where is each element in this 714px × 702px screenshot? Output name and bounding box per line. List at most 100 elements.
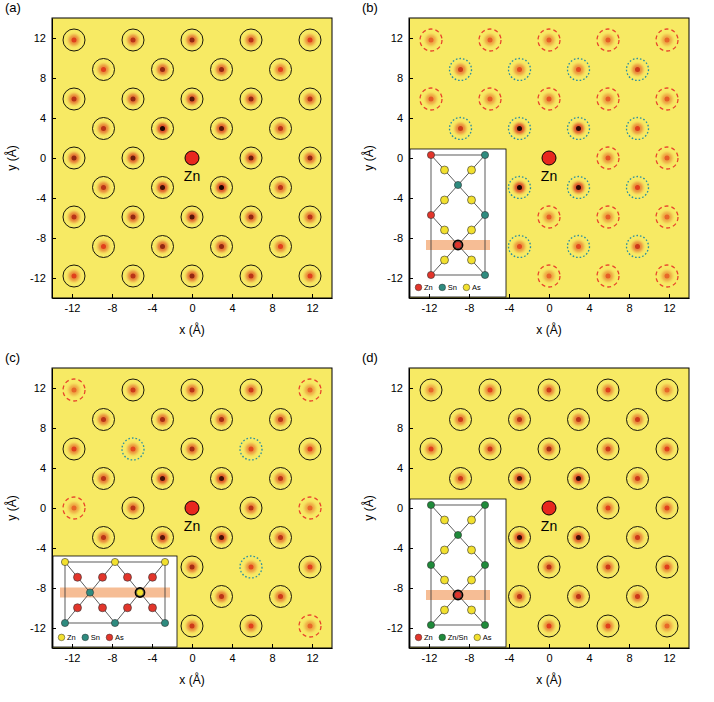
spot-core <box>308 97 313 102</box>
inset: ZnZn/SnAs <box>410 499 506 647</box>
spot-core <box>635 126 640 131</box>
spot-halo <box>128 153 139 164</box>
panel-letter: (b) <box>362 0 378 15</box>
spot-core <box>458 126 463 131</box>
site-circle <box>63 497 85 519</box>
spot-halo <box>632 123 643 134</box>
spot-core <box>547 624 552 629</box>
tick-mark <box>409 158 413 159</box>
spot-core <box>101 126 106 131</box>
absorber-ring <box>453 590 462 599</box>
spot-core <box>101 185 106 190</box>
spot-halo <box>514 591 525 602</box>
site-circle <box>450 468 472 490</box>
tick-mark <box>409 468 413 469</box>
site-circle <box>597 379 619 401</box>
tick: -8 <box>108 644 118 664</box>
spot-halo <box>275 591 286 602</box>
site-circle <box>627 118 649 140</box>
tick-label: -12 <box>30 272 46 284</box>
tick: 4 <box>229 644 235 664</box>
tick: -4 <box>505 294 515 314</box>
site-circle <box>597 615 619 637</box>
unit-cell <box>431 155 485 275</box>
site-circle <box>122 147 144 169</box>
site-circle <box>568 409 590 431</box>
legend-swatch <box>474 634 481 641</box>
tick-mark <box>589 294 590 298</box>
site-circle <box>568 177 590 199</box>
site-circle <box>509 586 531 608</box>
tick: 4 <box>40 462 56 474</box>
site-circle <box>63 438 85 460</box>
site-circle <box>479 29 501 51</box>
tick-label: 4 <box>40 112 46 124</box>
spot-core <box>249 38 254 43</box>
site-circle <box>93 527 115 549</box>
site-circle <box>152 527 174 549</box>
tick-label: -8 <box>36 232 46 244</box>
plot-background <box>52 368 332 648</box>
legend-label: Zn <box>424 633 433 642</box>
spot-halo <box>662 212 673 223</box>
spot-core <box>458 417 463 422</box>
tick-label: 0 <box>189 652 195 664</box>
site-circle <box>93 59 115 81</box>
tick: 0 <box>397 502 413 514</box>
spot-halo <box>603 503 614 514</box>
spot-halo <box>662 35 673 46</box>
spot-halo <box>305 35 316 46</box>
tick: 8 <box>626 644 632 664</box>
tick: -4 <box>36 542 56 554</box>
spot-core <box>635 67 640 72</box>
plot-area <box>63 29 321 287</box>
spot-core <box>517 594 522 599</box>
spot-halo <box>275 241 286 252</box>
panel: ZnSnAs-12-8-404812-12-8-404812Znx (Å)y (… <box>361 0 690 337</box>
site-circle <box>597 206 619 228</box>
tick-label: 0 <box>546 652 552 664</box>
site-circle <box>240 147 262 169</box>
tick-mark <box>52 508 56 509</box>
spot-halo <box>187 212 198 223</box>
tick-label: -8 <box>108 652 118 664</box>
site-circle <box>152 236 174 258</box>
spot-halo <box>662 444 673 455</box>
spot-halo <box>603 271 614 282</box>
spot-halo <box>514 532 525 543</box>
spot-halo <box>246 385 257 396</box>
spot-core <box>219 67 224 72</box>
tick: 4 <box>229 294 235 314</box>
site-circle <box>122 379 144 401</box>
plot-background <box>409 18 689 298</box>
spot-halo <box>305 621 316 632</box>
spot-core <box>72 97 77 102</box>
site-circle <box>509 409 531 431</box>
spot-core <box>517 126 522 131</box>
site-circle <box>420 29 442 51</box>
spot-core <box>488 388 493 393</box>
tick-label: -4 <box>148 302 158 314</box>
spot-core <box>249 565 254 570</box>
site-circle <box>450 59 472 81</box>
spot-core <box>219 417 224 422</box>
spot-halo <box>246 212 257 223</box>
atom <box>427 211 434 218</box>
site-circle <box>240 88 262 110</box>
tick: -4 <box>393 542 413 554</box>
site-circle <box>240 206 262 228</box>
tick: -4 <box>393 192 413 204</box>
x-axis-title: x (Å) <box>536 672 561 687</box>
site-circle <box>211 177 233 199</box>
site-circle <box>240 615 262 637</box>
highlight-plane <box>426 590 490 600</box>
site-circle <box>568 527 590 549</box>
spot-halo <box>573 532 584 543</box>
spot-core <box>101 67 106 72</box>
tick-mark <box>409 198 413 199</box>
spot-core <box>547 447 552 452</box>
spot-halo <box>455 414 466 425</box>
spot-halo <box>216 241 227 252</box>
atom <box>86 589 93 596</box>
tick: 12 <box>34 32 56 44</box>
